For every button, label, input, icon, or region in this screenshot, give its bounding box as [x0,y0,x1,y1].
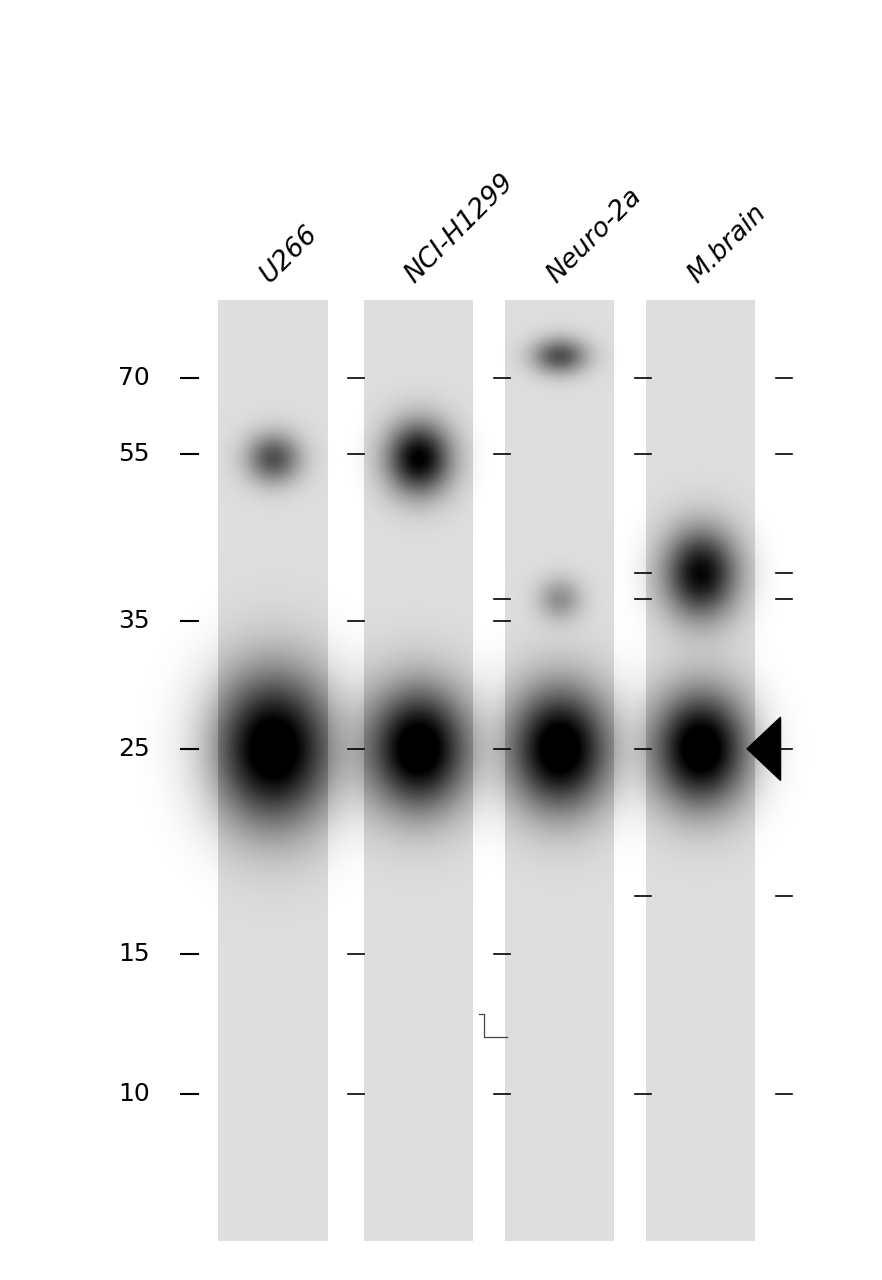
Text: U266: U266 [255,220,323,288]
Text: NCI-H1299: NCI-H1299 [400,169,519,288]
Text: M.brain: M.brain [683,200,771,288]
Text: 35: 35 [118,609,150,632]
Text: 70: 70 [118,366,150,389]
Text: Neuro-2a: Neuro-2a [542,183,647,288]
Text: 55: 55 [118,443,150,466]
Text: 10: 10 [118,1083,150,1106]
Polygon shape [747,717,781,781]
Text: 15: 15 [118,942,150,965]
Text: 25: 25 [118,737,150,760]
